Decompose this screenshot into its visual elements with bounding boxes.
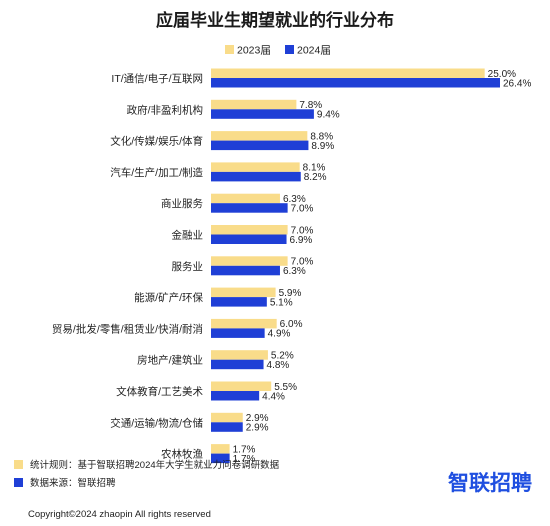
bar-1-0 bbox=[211, 78, 500, 88]
value-label-1-1: 9.4% bbox=[317, 110, 340, 121]
value-label-1-3: 8.2% bbox=[304, 172, 327, 183]
bar-1-11 bbox=[211, 422, 243, 432]
value-label-0-11: 2.9% bbox=[246, 413, 269, 424]
chart-title: 应届毕业生期望就业的行业分布 bbox=[156, 10, 394, 30]
bar-1-7 bbox=[211, 297, 267, 307]
value-label-1-0: 26.4% bbox=[503, 78, 531, 89]
legend-swatch-1 bbox=[285, 45, 294, 54]
bar-0-9 bbox=[211, 350, 268, 360]
value-label-0-4: 6.3% bbox=[283, 194, 306, 205]
bar-0-1 bbox=[211, 99, 297, 110]
note-text-1: 数据来源：智联招聘 bbox=[30, 477, 116, 489]
category-label-9: 房地产/建筑业 bbox=[137, 354, 203, 367]
category-label-12: 农林牧渔 bbox=[161, 448, 203, 461]
category-label-1: 政府/非盈利机构 bbox=[127, 103, 203, 116]
legend-label-0: 2023届 bbox=[237, 45, 271, 57]
value-label-0-10: 5.5% bbox=[274, 382, 297, 393]
legend-swatch-0 bbox=[225, 45, 234, 54]
category-label-4: 商业服务 bbox=[161, 197, 203, 210]
legend: 2023届 2024届 bbox=[225, 45, 331, 57]
bar-0-0 bbox=[211, 68, 485, 78]
value-label-1-6: 6.3% bbox=[283, 266, 306, 277]
category-label-10: 文体教育/工艺美术 bbox=[116, 385, 203, 398]
bar-0-6 bbox=[211, 256, 288, 266]
category-label-11: 交通/运输/物流/仓储 bbox=[110, 416, 203, 429]
value-label-1-5: 6.9% bbox=[290, 235, 313, 246]
value-label-0-6: 7.0% bbox=[291, 257, 314, 268]
value-label-0-5: 7.0% bbox=[291, 225, 314, 236]
bar-1-12 bbox=[211, 453, 230, 464]
bar-0-10 bbox=[211, 381, 272, 391]
value-label-1-8: 4.9% bbox=[268, 329, 291, 340]
note-swatch-0 bbox=[14, 460, 23, 469]
bar-0-2 bbox=[211, 131, 308, 141]
bar-0-4 bbox=[211, 193, 280, 204]
value-label-0-7: 5.9% bbox=[279, 288, 302, 299]
value-label-0-8: 6.0% bbox=[280, 319, 303, 330]
bar-0-3 bbox=[211, 162, 300, 172]
value-label-0-0: 25.0% bbox=[488, 69, 516, 80]
value-label-1-2: 8.9% bbox=[311, 141, 334, 152]
category-label-6: 服务业 bbox=[172, 260, 204, 273]
category-label-8: 贸易/批发/零售/租赁业/快消/耐消 bbox=[52, 322, 203, 335]
bar-1-3 bbox=[211, 171, 301, 182]
value-label-1-4: 7.0% bbox=[291, 204, 314, 215]
category-labels: IT/通信/电子/互联网政府/非盈利机构文化/传媒/娱乐/体育汽车/生产/加工/… bbox=[52, 72, 204, 461]
bar-0-12 bbox=[211, 444, 230, 454]
bar-1-2 bbox=[211, 140, 309, 151]
bar-0-8 bbox=[211, 318, 277, 329]
bar-1-6 bbox=[211, 265, 280, 276]
category-label-0: IT/通信/电子/互联网 bbox=[111, 72, 203, 85]
bars bbox=[211, 68, 500, 464]
bar-1-10 bbox=[211, 391, 260, 401]
value-label-0-9: 5.2% bbox=[271, 351, 294, 362]
note-text-0: 统计规则：基于智联招聘2024年大学生就业力问卷调研数据 bbox=[30, 459, 280, 471]
value-label-1-7: 5.1% bbox=[270, 297, 293, 308]
bar-1-8 bbox=[211, 328, 265, 338]
value-label-1-12: 1.7% bbox=[233, 454, 256, 465]
category-label-2: 文化/传媒/娱乐/体育 bbox=[110, 135, 203, 148]
legend-label-1: 2024届 bbox=[297, 45, 331, 57]
value-label-0-3: 8.1% bbox=[303, 163, 326, 174]
copyright: Copyright©2024 zhaopin All rights reserv… bbox=[28, 509, 211, 520]
bar-1-1 bbox=[211, 109, 314, 119]
category-label-5: 金融业 bbox=[172, 229, 204, 242]
note-swatch-1 bbox=[14, 478, 23, 487]
category-label-3: 汽车/生产/加工/制造 bbox=[110, 166, 203, 179]
bar-0-5 bbox=[211, 225, 288, 235]
bar-1-9 bbox=[211, 359, 264, 370]
bar-1-5 bbox=[211, 234, 287, 244]
value-label-1-10: 4.4% bbox=[262, 391, 285, 402]
value-label-1-11: 2.9% bbox=[246, 423, 269, 434]
category-label-7: 能源/矿产/环保 bbox=[134, 291, 203, 304]
value-label-0-12: 1.7% bbox=[233, 444, 256, 455]
brand-logo: 智联招聘 bbox=[448, 471, 532, 495]
value-labels: 25.0%26.4%7.8%9.4%8.8%8.9%8.1%8.2%6.3%7.… bbox=[233, 69, 532, 465]
bar-0-7 bbox=[211, 287, 276, 298]
value-label-0-2: 8.8% bbox=[310, 131, 333, 142]
value-label-1-9: 4.8% bbox=[267, 360, 290, 371]
bar-1-4 bbox=[211, 203, 288, 213]
bar-0-11 bbox=[211, 412, 243, 423]
value-label-0-1: 7.8% bbox=[299, 100, 322, 111]
